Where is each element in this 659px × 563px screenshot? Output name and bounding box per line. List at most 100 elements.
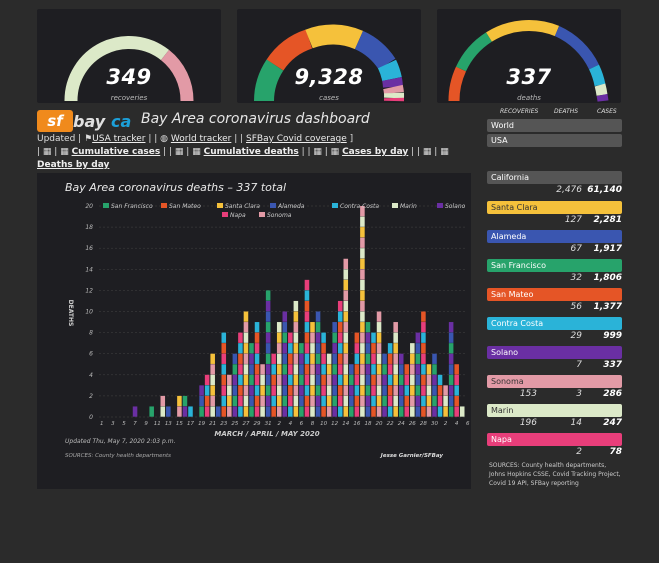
bar-segment — [304, 406, 310, 417]
bar-segment — [410, 374, 415, 386]
county-stats: 67 1,917 — [487, 244, 622, 258]
county-row-alameda[interactable]: Alameda — [487, 230, 622, 243]
county-row-sonoma[interactable]: Sonoma — [487, 375, 622, 388]
cases-gauge-arc — [383, 84, 404, 95]
bar-segment — [188, 406, 193, 417]
bar-segment — [238, 406, 243, 417]
bar-segment — [337, 406, 343, 417]
county-stats: 2,476 61,140 — [487, 185, 622, 199]
county-row-san-francisco[interactable]: San Francisco — [487, 259, 622, 272]
x-tick-label: 20 — [376, 421, 383, 427]
deaths-value: 29 — [570, 331, 582, 341]
bar-segment — [371, 406, 376, 417]
cases-value: 61,140 — [587, 185, 622, 195]
bar-segment — [337, 364, 343, 375]
county-row-usa[interactable]: USA — [487, 134, 622, 147]
county-row-world[interactable]: World — [487, 119, 622, 132]
bar-segment — [260, 385, 265, 396]
cases-gauge-arc — [305, 24, 364, 50]
bar-segment — [376, 353, 382, 364]
usa-tracker-link[interactable]: USA tracker — [92, 134, 146, 144]
bar-segment — [227, 385, 232, 396]
bar-segment — [227, 406, 232, 417]
bar-segment — [343, 332, 349, 343]
bar-segment — [282, 353, 288, 364]
chart-icon: ▦ — [192, 147, 201, 157]
sfbay-logo[interactable]: sf bay ca — [37, 110, 135, 132]
county-row-solano[interactable]: Solano — [487, 346, 622, 359]
legend-swatch — [437, 203, 443, 208]
bar-segment — [243, 395, 249, 407]
legend-label: Marin — [400, 203, 417, 210]
bar-segment — [210, 374, 215, 386]
county-row-san-mateo[interactable]: San Mateo — [487, 288, 622, 301]
bar-segment — [265, 395, 271, 407]
legend-swatch — [161, 203, 167, 208]
bar-segment — [265, 385, 271, 396]
bar-segment — [343, 322, 349, 333]
bar-segment — [177, 395, 182, 407]
bar-segment — [421, 364, 426, 375]
x-tick-label: 5 — [122, 421, 126, 427]
bar-segment — [337, 332, 343, 343]
bar-segment — [393, 332, 398, 343]
bar-segment — [332, 353, 337, 364]
bar-segment — [221, 343, 227, 354]
bar-segment — [310, 322, 315, 333]
bar-segment — [432, 385, 437, 396]
x-tick-label: 10 — [320, 421, 327, 427]
bar-segment — [354, 332, 360, 343]
bar-segment — [238, 364, 243, 375]
bar-segment — [249, 374, 254, 386]
sfbay-coverage-link[interactable]: SFBay Covid coverage — [246, 134, 347, 144]
legend-swatch — [222, 212, 228, 217]
cases-gauge-arc — [266, 29, 313, 71]
bar-segment — [448, 374, 454, 386]
bar-segment — [360, 343, 365, 354]
county-row-contra-costa[interactable]: Contra Costa — [487, 317, 622, 330]
bar-segment — [265, 300, 271, 312]
deaths-value: 2 — [576, 447, 582, 457]
bar-segment — [326, 364, 332, 375]
cumulative-cases-link[interactable]: Cumulative cases — [71, 147, 161, 157]
deaths-by-day-link[interactable]: Deaths by day — [37, 160, 110, 170]
bar-segment — [310, 364, 315, 375]
bar-segment — [310, 343, 315, 354]
county-row-napa[interactable]: Napa — [487, 433, 622, 446]
bar-segment — [404, 385, 410, 396]
deaths-chart-panel: Bay Area coronavirus deaths – 337 total … — [37, 173, 471, 489]
cases-by-day-link[interactable]: Cases by day — [342, 147, 409, 157]
updated-label: Updated — [37, 134, 76, 144]
bar-segment — [365, 406, 371, 417]
county-row-california[interactable]: California — [487, 171, 622, 184]
bar-segment — [276, 332, 282, 343]
bar-segment — [332, 406, 337, 417]
x-tick-label: 15 — [176, 421, 183, 427]
bar-segment — [365, 353, 371, 364]
bar-segment — [249, 343, 254, 354]
bar-segment — [210, 406, 215, 417]
bar-segment — [276, 374, 282, 386]
chart-icon: ▦ — [330, 147, 340, 157]
cumulative-deaths-link[interactable]: Cumulative deaths — [203, 147, 299, 157]
y-tick-label: 14 — [85, 266, 93, 273]
chart-sources: SOURCES: County health departments — [65, 453, 171, 459]
bar-segment — [215, 406, 221, 417]
bar-segment — [382, 374, 387, 386]
bar-segment — [360, 311, 365, 322]
world-tracker-link[interactable]: World tracker — [170, 134, 232, 144]
bar-segment — [326, 406, 332, 417]
bar-segment — [332, 332, 337, 343]
bar-segment — [204, 374, 210, 386]
county-row-santa-clara[interactable]: Santa Clara — [487, 201, 622, 214]
cases-gauge-arc — [382, 77, 403, 88]
county-row-marin[interactable]: Marin — [487, 404, 622, 417]
bar-segment — [360, 385, 365, 396]
bar-segment — [299, 353, 304, 364]
bar-segment — [310, 395, 315, 407]
chart-icon: ▦ — [313, 147, 322, 157]
bar-segment — [365, 385, 371, 396]
bar-segment — [243, 311, 249, 322]
bar-segment — [315, 385, 321, 396]
bar-segment — [365, 322, 371, 333]
